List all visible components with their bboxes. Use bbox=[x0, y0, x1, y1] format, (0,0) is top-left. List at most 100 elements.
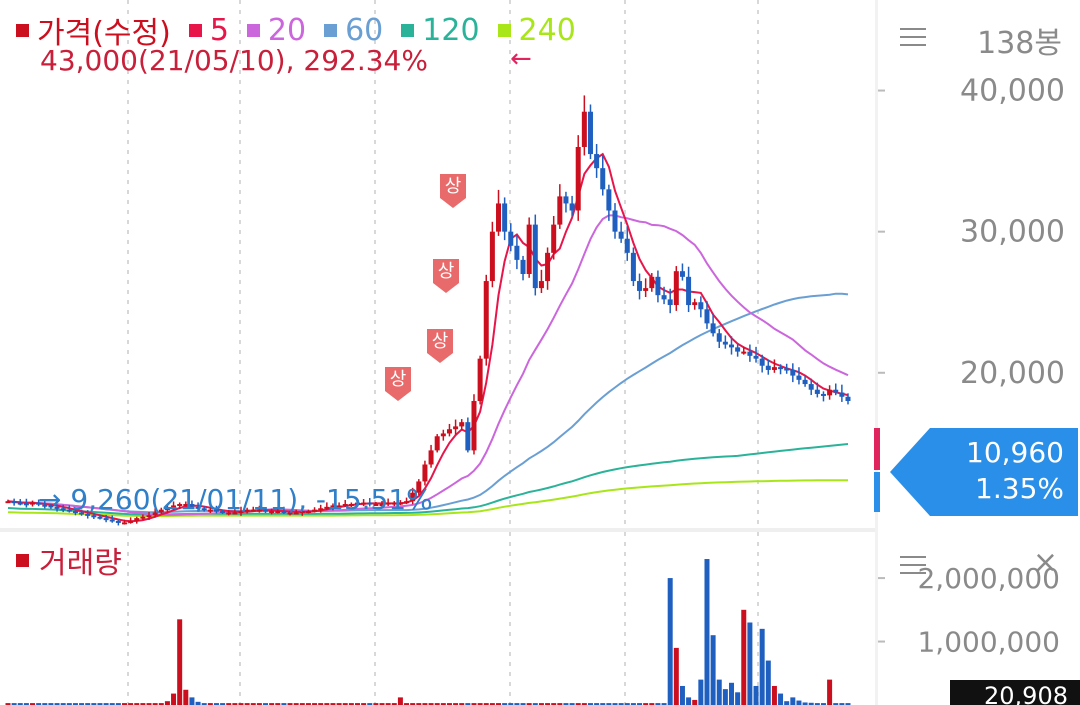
volume-bar bbox=[440, 703, 446, 705]
candle-body bbox=[281, 511, 287, 514]
volume-bar bbox=[121, 703, 127, 705]
svg-text:상: 상 bbox=[390, 369, 407, 390]
volume-bar bbox=[348, 703, 354, 705]
ma5-swatch bbox=[188, 23, 202, 37]
close-icon[interactable]: × bbox=[1032, 545, 1058, 580]
candle-body bbox=[30, 502, 36, 505]
candle-body bbox=[428, 450, 434, 465]
candle-body bbox=[72, 511, 78, 514]
candle-body bbox=[508, 231, 514, 246]
volume-bar bbox=[287, 703, 293, 705]
price-tick-label: 40,000 bbox=[960, 74, 1065, 109]
candle-body bbox=[722, 341, 728, 345]
candle-body bbox=[839, 392, 845, 397]
candle-body bbox=[496, 203, 502, 232]
volume-bar bbox=[91, 703, 97, 705]
candle-body bbox=[698, 302, 704, 310]
volume-bar bbox=[330, 703, 336, 705]
candle-body bbox=[833, 389, 839, 393]
candle-body bbox=[434, 436, 440, 451]
candle-body bbox=[397, 502, 403, 505]
volume-bar bbox=[220, 703, 226, 705]
volume-bar bbox=[698, 679, 704, 705]
volume-bar bbox=[471, 703, 477, 705]
volume-bar bbox=[195, 701, 201, 705]
volume-bar bbox=[269, 703, 275, 705]
volume-bar bbox=[275, 703, 281, 705]
volume-bar bbox=[201, 703, 207, 705]
volume-bar bbox=[281, 703, 287, 705]
candle-body bbox=[42, 504, 48, 507]
current-volume: 20,908 bbox=[950, 680, 1080, 705]
candle-body bbox=[373, 504, 379, 507]
volume-bar bbox=[624, 703, 630, 705]
candle-body bbox=[238, 511, 244, 514]
volume-bar bbox=[36, 703, 42, 705]
panel-divider bbox=[0, 528, 877, 532]
volume-bar bbox=[23, 703, 29, 705]
volume-bar bbox=[232, 703, 238, 705]
candle-body bbox=[606, 189, 612, 211]
volume-bar bbox=[557, 703, 563, 705]
volume-bar bbox=[710, 635, 716, 705]
candle-body bbox=[673, 271, 679, 306]
candle-body bbox=[152, 512, 158, 516]
volume-bar bbox=[508, 703, 514, 705]
candle-body bbox=[103, 518, 109, 521]
price-legend-swatch bbox=[16, 23, 29, 37]
candle-body bbox=[293, 512, 299, 515]
volume-bar bbox=[563, 703, 569, 705]
volume-bar bbox=[152, 703, 158, 705]
candle-body bbox=[91, 515, 97, 518]
candle-body bbox=[109, 519, 115, 522]
volume-bar bbox=[213, 703, 219, 705]
volume-bar bbox=[716, 679, 722, 705]
candle-body bbox=[814, 389, 820, 394]
candle-body bbox=[569, 203, 575, 211]
candle-body bbox=[747, 351, 753, 356]
candle-body bbox=[446, 429, 452, 434]
limit-up-badge: 상 bbox=[433, 259, 459, 293]
candle-body bbox=[729, 344, 735, 348]
price-menu-icon[interactable] bbox=[900, 28, 926, 48]
candle-body bbox=[630, 252, 636, 282]
candle-body bbox=[489, 231, 495, 282]
candle-body bbox=[545, 252, 551, 282]
volume-bar bbox=[520, 703, 526, 705]
price-tick-label: 30,000 bbox=[960, 215, 1065, 250]
candle-body bbox=[232, 512, 238, 515]
candle-body bbox=[207, 509, 213, 512]
volume-bar bbox=[692, 699, 698, 705]
volume-bar bbox=[158, 703, 164, 705]
candle-body bbox=[465, 422, 471, 451]
candle-body bbox=[618, 231, 624, 239]
candle-body bbox=[79, 512, 85, 515]
candle-body bbox=[808, 384, 814, 390]
high-arrow-icon: ← bbox=[510, 44, 532, 74]
volume-bar bbox=[72, 703, 78, 705]
volume-bar bbox=[606, 703, 612, 705]
candle-body bbox=[85, 513, 91, 516]
volume-bar bbox=[459, 703, 465, 705]
volume-bar bbox=[845, 703, 851, 705]
volume-bar bbox=[784, 701, 790, 705]
candle-body bbox=[263, 509, 269, 512]
volume-menu-icon[interactable] bbox=[900, 556, 926, 576]
candle-body bbox=[538, 281, 544, 289]
candle-body bbox=[600, 168, 606, 190]
volume-bar bbox=[361, 703, 367, 705]
candle-body bbox=[54, 506, 60, 509]
candle-body bbox=[563, 196, 569, 204]
volume-bar bbox=[373, 703, 379, 705]
candle-body bbox=[391, 502, 397, 505]
candle-body bbox=[305, 511, 311, 514]
candle-body bbox=[612, 210, 618, 232]
volume-legend-swatch bbox=[16, 553, 29, 567]
candle-body bbox=[36, 502, 42, 505]
volume-tick-label: 2,000,000 bbox=[917, 562, 1060, 595]
candle-body bbox=[692, 302, 698, 306]
volume-bar bbox=[538, 703, 544, 705]
candle-body bbox=[250, 509, 256, 512]
volume-bar bbox=[686, 697, 692, 705]
volume-chart bbox=[5, 532, 851, 705]
